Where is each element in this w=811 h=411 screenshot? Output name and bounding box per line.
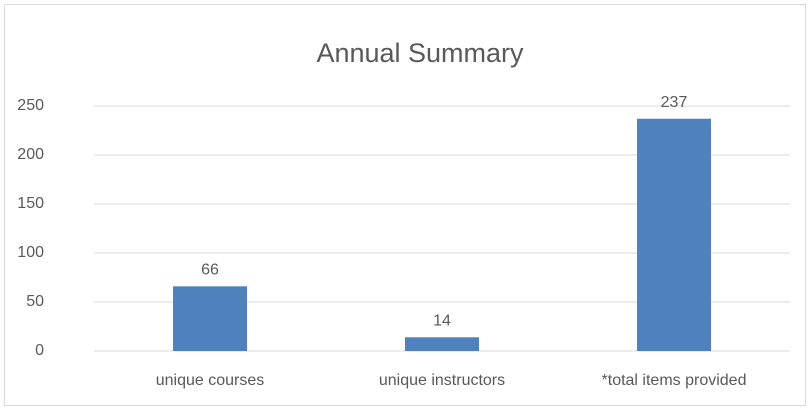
y-tick-label: 200 [17, 146, 44, 163]
x-tick-label: unique courses [156, 372, 265, 389]
x-tick-label: unique instructors [379, 372, 505, 389]
bar [173, 286, 247, 351]
bar [405, 337, 479, 351]
data-label: 237 [661, 94, 688, 111]
bar [637, 118, 711, 352]
x-tick-label: *total items provided [602, 372, 747, 389]
data-label: 66 [201, 262, 219, 279]
y-tick-label: 250 [17, 97, 44, 114]
y-tick-label: 150 [17, 195, 44, 212]
y-tick-label: 50 [26, 293, 44, 310]
chart-title: Annual Summary [316, 38, 524, 68]
y-tick-label: 100 [17, 244, 44, 261]
data-label: 14 [433, 312, 451, 329]
y-tick-label: 0 [35, 342, 44, 359]
